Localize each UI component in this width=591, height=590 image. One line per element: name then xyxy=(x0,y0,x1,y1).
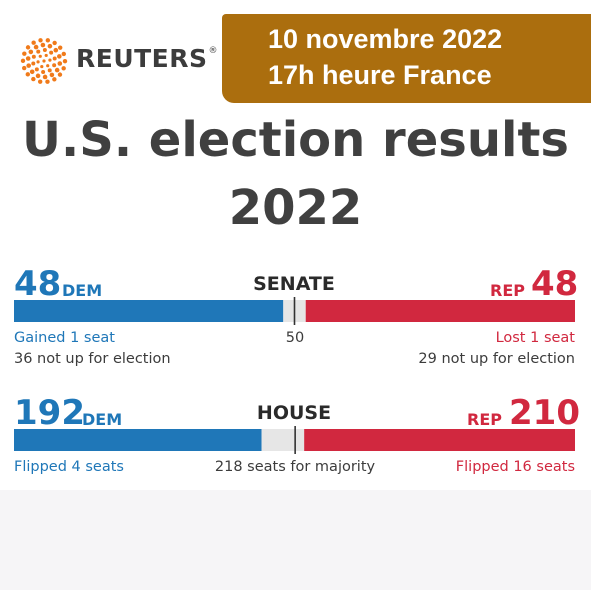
date-banner: 10 novembre 2022 17h heure France xyxy=(222,14,591,103)
logo-dot xyxy=(22,51,27,56)
logo-dot xyxy=(29,69,35,75)
logo-dot xyxy=(42,59,46,63)
logo-dot xyxy=(48,58,52,62)
logo-dot xyxy=(61,66,66,71)
house-dem-bar xyxy=(14,429,262,451)
house-majority-label: 218 seats for majority xyxy=(214,459,376,475)
logo-dot xyxy=(44,53,48,58)
logo-dot xyxy=(26,63,31,68)
logo-dot xyxy=(31,76,36,82)
reuters-dot-logo-icon xyxy=(20,38,68,84)
house-rep-bar xyxy=(304,429,575,451)
logo-dot xyxy=(47,68,52,73)
logo-dot xyxy=(40,64,44,69)
logo-dot xyxy=(45,79,50,84)
logo-dot xyxy=(35,73,41,79)
brand-name: REUTERS® xyxy=(76,44,219,73)
senate-rep-bar xyxy=(305,300,575,322)
house-dem-note: Flipped 4 seats xyxy=(14,459,124,475)
logo-dot xyxy=(31,40,36,45)
logo-dot xyxy=(57,72,63,77)
senate-dem-seats: 48 xyxy=(14,264,62,304)
infographic-card: REUTERS® 10 novembre 2022 17h heure Fran… xyxy=(14,14,591,475)
logo-dot xyxy=(54,67,60,73)
senate-rep-seats: 48 xyxy=(531,264,579,304)
logo-dot xyxy=(42,74,48,80)
senate-dem-bar xyxy=(14,300,284,322)
logo-dot xyxy=(49,72,55,78)
logo-dot xyxy=(45,38,51,43)
logo-dot xyxy=(37,79,43,84)
logo-dot xyxy=(25,56,31,61)
logo-dot xyxy=(38,38,43,43)
logo-dot xyxy=(62,58,68,64)
house-rep-seats: 210 xyxy=(509,393,580,433)
logo-dot xyxy=(28,49,34,55)
page-title: U.S. election results xyxy=(22,112,569,168)
logo-dot xyxy=(25,45,31,50)
senate-rep-note: Lost 1 seat xyxy=(495,330,575,346)
logo-dot xyxy=(49,50,54,55)
logo-dot xyxy=(47,43,53,49)
house-rep-label: REP xyxy=(467,410,502,429)
logo-dot xyxy=(31,61,36,66)
logo-dot xyxy=(22,65,27,71)
logo-dot xyxy=(33,44,39,50)
logo-dot xyxy=(53,47,59,53)
page-title-year: 2022 xyxy=(228,180,363,236)
house-title: HOUSE xyxy=(256,402,332,424)
logo-dot xyxy=(41,69,46,74)
logo-dot xyxy=(36,49,41,54)
logo-dot xyxy=(34,67,39,72)
senate-majority-label: 50 xyxy=(285,330,305,346)
logo-dot xyxy=(61,51,66,57)
time-line: 17h heure France xyxy=(268,60,492,90)
house-undecided-bar xyxy=(261,429,305,451)
logo-dot xyxy=(20,58,26,64)
logo-dot xyxy=(38,54,42,58)
house-dem-label: DEM xyxy=(82,410,123,429)
senate-dem-not-up: 36 not up for election xyxy=(14,351,171,367)
senate-title: SENATE xyxy=(253,273,335,295)
logo-dot xyxy=(25,72,30,77)
logo-dot xyxy=(52,63,57,68)
senate-dem-note: Gained 1 seat xyxy=(14,330,115,346)
house-rep-note: Flipped 16 seats xyxy=(455,459,575,475)
house-bar xyxy=(14,426,575,454)
logo-dot xyxy=(42,48,47,53)
logo-dot xyxy=(57,61,63,66)
logo-dot xyxy=(52,56,57,61)
senate-dem-label: DEM xyxy=(62,281,103,300)
logo-dot xyxy=(46,64,50,68)
senate-rep-not-up: 29 not up for election xyxy=(418,351,575,367)
logo-dot xyxy=(52,40,57,46)
logo-dot xyxy=(31,54,36,59)
house-dem-seats: 192 xyxy=(14,393,85,433)
logo-dot xyxy=(40,42,46,48)
logo-dot xyxy=(36,60,40,64)
date-line: 10 novembre 2022 xyxy=(268,24,503,54)
logo-dot xyxy=(52,77,57,82)
logo-dot xyxy=(57,54,62,59)
senate-rep-label: REP xyxy=(490,281,525,300)
senate-bar xyxy=(14,297,575,325)
logo-dot xyxy=(58,45,63,50)
